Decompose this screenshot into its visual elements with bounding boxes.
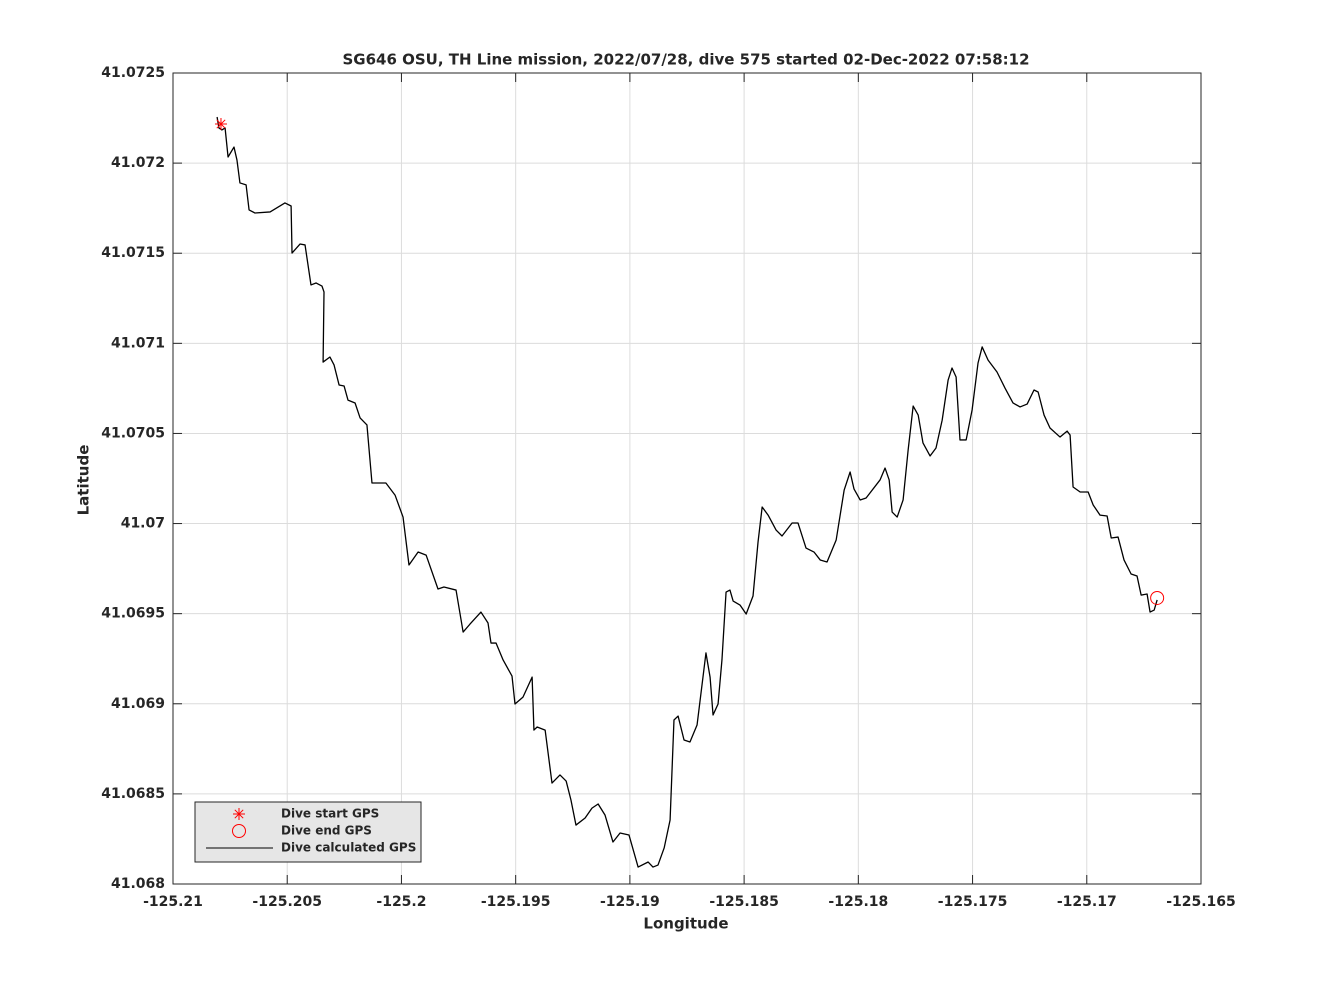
y-tick-label: 41.0705: [101, 425, 165, 441]
axes-box: [172, 72, 1202, 885]
x-tick-label: -125.175: [938, 894, 1008, 910]
x-tick-label: -125.17: [1057, 894, 1117, 910]
y-tick-label: 41.0685: [101, 786, 165, 802]
y-tick-label: 41.068: [111, 876, 165, 892]
legend-label: Dive calculated GPS: [281, 841, 416, 855]
x-tick-label: -125.205: [252, 894, 322, 910]
y-tick-label: 41.0725: [101, 65, 165, 81]
legend: Dive start GPS Dive end GPS Dive calculate…: [194, 801, 422, 863]
legend-label: Dive start GPS: [281, 807, 379, 821]
x-tick-label: -125.185: [709, 894, 779, 910]
y-tick-label: 41.072: [111, 155, 165, 171]
star-marker: [214, 118, 227, 131]
x-axis-label: Longitude: [643, 915, 728, 933]
chart-title: SG646 OSU, TH Line mission, 2022/07/28, …: [342, 51, 1029, 69]
y-tick-label: 41.069: [111, 696, 165, 712]
plot-area: [173, 73, 1201, 884]
y-tick-label: 41.07: [121, 516, 165, 532]
x-tick-label: -125.21: [143, 894, 203, 910]
x-tick-label: -125.2: [376, 894, 426, 910]
legend-label: Dive end GPS: [281, 824, 372, 838]
gps-track: [216, 116, 1158, 868]
legend-marker: [233, 808, 245, 820]
legend-marker: [232, 824, 246, 838]
y-tick-label: 41.0695: [101, 606, 165, 622]
y-axis-label: Latitude: [75, 445, 93, 516]
circle-marker: [1150, 590, 1165, 605]
y-tick-label: 41.0715: [101, 245, 165, 261]
x-tick-label: -125.165: [1166, 894, 1236, 910]
y-tick-label: 41.071: [111, 335, 165, 351]
x-tick-label: -125.18: [828, 894, 888, 910]
x-tick-label: -125.19: [600, 894, 660, 910]
x-tick-label: -125.195: [481, 894, 551, 910]
